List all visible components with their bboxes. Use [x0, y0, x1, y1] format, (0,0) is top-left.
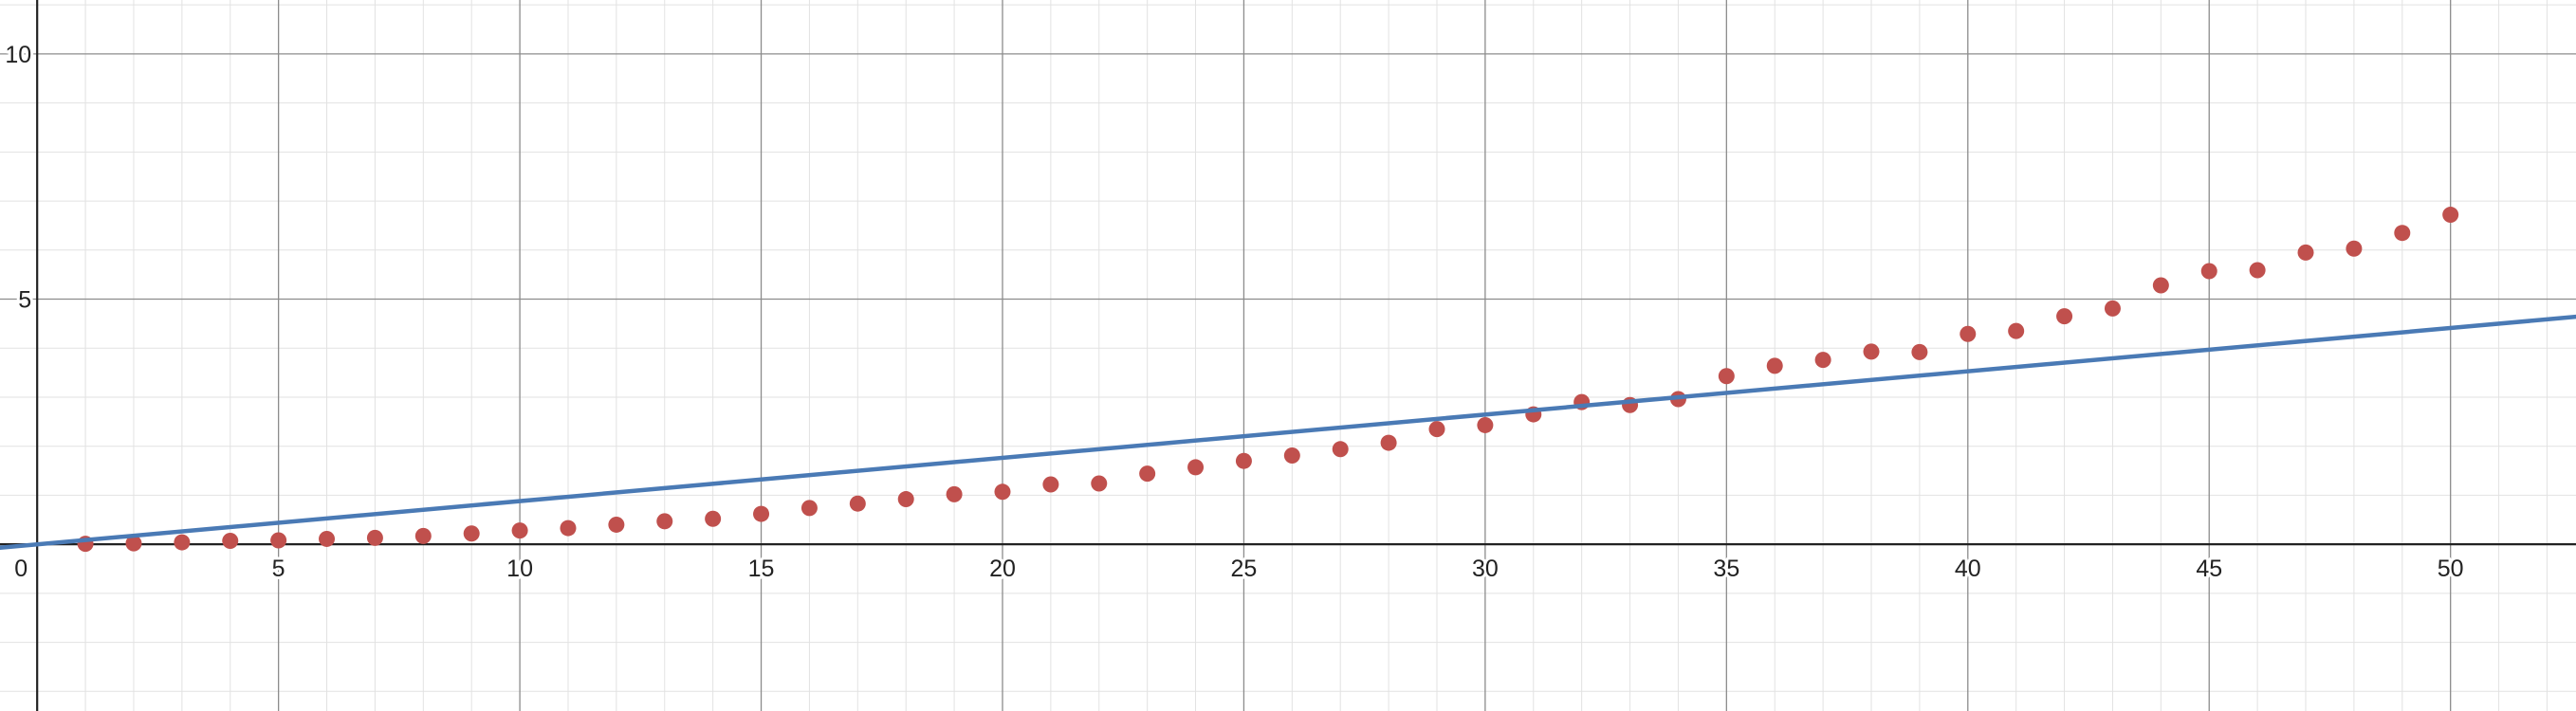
data-point: [946, 485, 963, 502]
data-point: [1428, 421, 1445, 438]
data-point: [463, 525, 480, 542]
data-point: [2104, 300, 2121, 317]
data-point: [2346, 240, 2363, 257]
x-tick-label: 25: [1231, 556, 1258, 582]
plot-series: [0, 207, 2576, 553]
data-point: [2297, 244, 2314, 261]
data-point: [1766, 357, 1783, 374]
x-tick-label: 0: [14, 556, 28, 582]
x-tick-label: 30: [1472, 556, 1499, 582]
data-point: [1091, 475, 1108, 492]
data-point: [2008, 322, 2025, 339]
x-tick-label: 35: [1713, 556, 1739, 582]
data-point: [2152, 277, 2169, 294]
data-point: [1139, 465, 1156, 483]
data-point: [608, 516, 625, 533]
data-point: [753, 505, 770, 522]
data-point: [1332, 441, 1349, 458]
y-tick-label: 5: [18, 287, 31, 314]
data-point: [414, 527, 432, 544]
x-tick-label: 15: [748, 556, 775, 582]
data-point: [1814, 352, 1831, 369]
x-tick-label: 20: [989, 556, 1016, 582]
x-tick-label: 45: [2196, 556, 2222, 582]
data-point: [1863, 343, 1880, 360]
data-point: [319, 530, 336, 547]
data-point: [800, 500, 818, 517]
data-point: [2394, 225, 2411, 242]
x-tick-label: 10: [506, 556, 533, 582]
data-point: [1283, 447, 1300, 465]
data-point: [2200, 263, 2217, 280]
trend-line: [0, 314, 2576, 551]
data-point: [656, 513, 673, 530]
data-point: [366, 529, 383, 546]
data-point: [2249, 262, 2266, 279]
data-point: [1235, 452, 1252, 469]
x-tick-label: 50: [2438, 556, 2464, 582]
data-point: [1960, 325, 1977, 342]
data-point: [1187, 459, 1205, 476]
data-point: [1042, 476, 1059, 493]
data-point: [2056, 308, 2073, 325]
data-point: [125, 535, 142, 552]
data-point: [994, 483, 1011, 501]
x-tick-label: 5: [272, 556, 285, 582]
data-point: [1911, 343, 1928, 360]
x-tick-label: 40: [1955, 556, 1981, 582]
data-point: [174, 534, 191, 551]
tick-labels: 0 5 10 15 20 25 30 35 40 45 50 5 10: [2, 39, 2466, 585]
data-point: [222, 533, 239, 550]
data-point: [1380, 434, 1397, 451]
y-tick-label: 10: [5, 42, 31, 68]
data-point: [560, 520, 577, 537]
data-point: [849, 495, 866, 512]
data-point: [705, 510, 722, 527]
data-point: [511, 522, 528, 539]
data-point: [2442, 207, 2459, 224]
data-point: [270, 532, 287, 549]
data-point: [1718, 368, 1735, 385]
data-point: [897, 491, 914, 508]
data-point: [1477, 416, 1494, 433]
